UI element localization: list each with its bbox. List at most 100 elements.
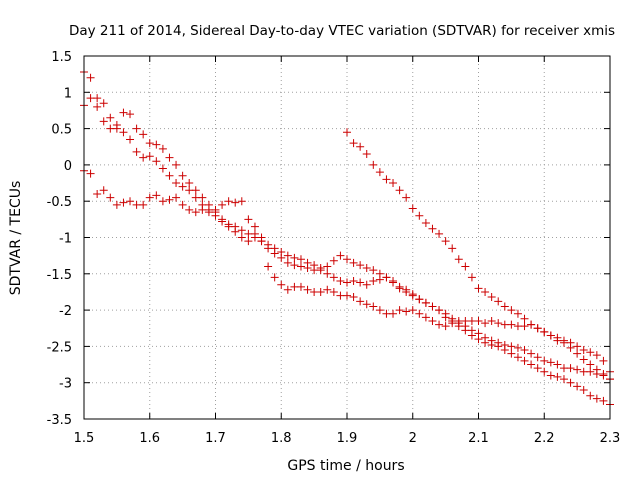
y-tick-label: -1 (59, 232, 72, 247)
data-point (277, 248, 286, 257)
data-point (435, 306, 444, 315)
data-point (250, 222, 259, 231)
data-point (441, 309, 450, 318)
data-point (592, 351, 601, 360)
data-point (573, 342, 582, 351)
data-point (185, 205, 194, 214)
data-point (415, 295, 424, 304)
data-point (369, 160, 378, 169)
data-point (513, 309, 522, 318)
y-tick-label: -2 (59, 304, 72, 319)
data-point (592, 394, 601, 403)
x-tick-label: 1.6 (139, 431, 160, 446)
data-point (211, 205, 220, 214)
data-point (467, 273, 476, 282)
data-point (310, 261, 319, 270)
data-point (290, 261, 299, 270)
data-point (329, 287, 338, 296)
data-point (540, 367, 549, 376)
x-tick-label: 1.8 (271, 431, 292, 446)
chart-title: Day 211 of 2014, Sidereal Day-to-day VTE… (69, 23, 615, 39)
data-point (421, 313, 430, 322)
data-point (494, 319, 503, 328)
data-point (421, 298, 430, 307)
data-point (283, 251, 292, 260)
data-point (343, 128, 351, 137)
data-point (402, 193, 411, 202)
data-point (356, 278, 365, 287)
data-point (237, 226, 246, 235)
data-point (494, 338, 503, 347)
series-track-c (80, 166, 614, 376)
data-point (389, 278, 398, 287)
data-point (507, 342, 516, 351)
data-point (546, 371, 555, 380)
data-point (553, 360, 562, 369)
data-point (218, 217, 227, 226)
data-point (369, 277, 378, 286)
data-point (448, 244, 457, 253)
data-point (86, 94, 95, 103)
data-point (579, 385, 588, 394)
data-point (408, 291, 417, 300)
x-tick-label: 2.3 (600, 431, 621, 446)
data-point (402, 287, 411, 296)
data-point (178, 200, 187, 209)
y-tick-label: 1 (64, 86, 72, 101)
data-point (303, 285, 312, 294)
data-point (566, 364, 575, 373)
data-point (586, 360, 595, 369)
data-point (467, 326, 476, 335)
data-point (185, 186, 194, 195)
data-point (126, 110, 135, 119)
data-point (349, 258, 358, 267)
data-point (573, 382, 582, 391)
data-point (553, 372, 562, 381)
data-point (389, 309, 398, 318)
data-point (362, 300, 371, 309)
data-point (428, 316, 437, 325)
data-point (566, 378, 575, 387)
data-point (356, 297, 365, 306)
data-point (303, 258, 312, 267)
data-point (343, 255, 351, 264)
y-tick-label: -0.5 (47, 195, 72, 210)
data-point (533, 324, 542, 333)
data-point (559, 375, 568, 384)
data-point (369, 302, 378, 311)
data-point (579, 355, 588, 364)
data-point (573, 349, 582, 358)
data-point (586, 367, 595, 376)
data-point (172, 160, 181, 169)
data-point (599, 356, 608, 365)
data-point (415, 309, 424, 318)
data-point (389, 179, 398, 188)
data-point (158, 164, 167, 173)
data-point (546, 358, 555, 367)
data-point (152, 157, 161, 166)
data-points (80, 67, 614, 409)
data-point (152, 191, 161, 200)
data-point (323, 285, 332, 294)
data-point (533, 364, 542, 373)
data-point (244, 237, 253, 246)
x-tick-label: 1.9 (337, 431, 358, 446)
data-point (520, 346, 529, 355)
data-point (375, 306, 384, 315)
data-point (244, 215, 253, 224)
data-point (481, 333, 490, 342)
data-point (507, 349, 516, 358)
data-point (93, 102, 102, 111)
data-point (139, 200, 148, 209)
x-axis-label: GPS time / hours (287, 458, 404, 474)
data-point (270, 244, 279, 253)
data-point (559, 338, 568, 347)
data-point (487, 293, 496, 302)
data-point (481, 287, 490, 296)
data-point (126, 135, 135, 144)
data-point (264, 240, 273, 249)
data-point (382, 175, 391, 184)
data-point (599, 369, 608, 378)
data-point (395, 284, 404, 293)
